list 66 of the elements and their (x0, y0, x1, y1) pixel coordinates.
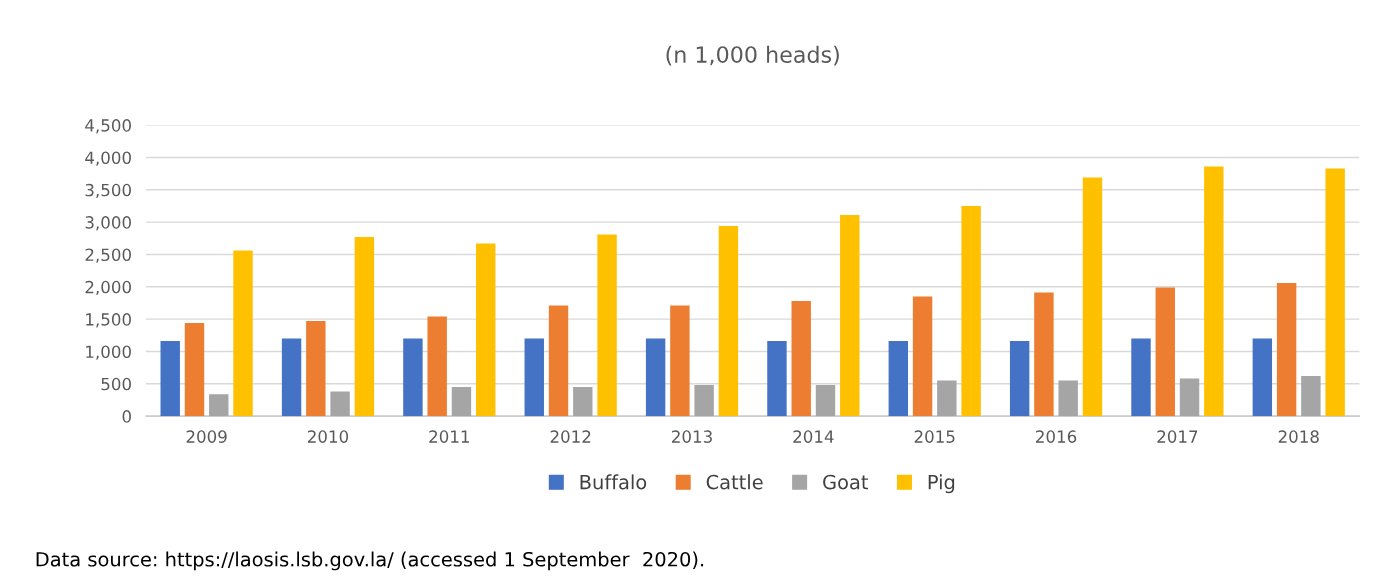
x-tick-label: 2009 (186, 430, 227, 443)
bar (912, 296, 933, 417)
bar (330, 391, 350, 417)
x-tick-label: 2013 (672, 430, 712, 443)
bar (840, 215, 860, 417)
x-tick-label: 2015 (914, 430, 955, 443)
bar (1252, 338, 1273, 417)
bar (1155, 287, 1175, 417)
x-tick-label: 2012 (550, 430, 591, 443)
bar (160, 341, 180, 417)
bar (597, 234, 617, 417)
bar (961, 205, 981, 417)
legend-label: Buffalo (580, 474, 647, 490)
bar (791, 301, 811, 417)
x-tick-label: 2011 (429, 430, 469, 443)
bar (573, 387, 593, 417)
bar (670, 305, 690, 417)
bar (718, 226, 739, 417)
bar (476, 243, 496, 417)
bar (1204, 166, 1224, 417)
bar (888, 341, 909, 417)
y-tick-label: 2,000 (85, 280, 131, 296)
bar (1131, 338, 1151, 417)
legend-label: Pig (928, 474, 955, 494)
y-tick-label: 4,500 (85, 119, 131, 134)
source-note: Data source: https://laosis.lsb.gov.la/ (accessed 1 September 2020). (36, 551, 704, 571)
bar (645, 338, 666, 417)
x-tick-label: 2016 (1036, 430, 1077, 443)
chart-title: (n 1,000 heads) (666, 45, 839, 66)
bar (1325, 168, 1345, 417)
bar (306, 321, 326, 417)
bar (1009, 341, 1030, 417)
y-tick-label: 3,000 (85, 216, 131, 231)
legend-label: Goat (823, 474, 869, 490)
bar (451, 387, 472, 417)
bar (1058, 380, 1078, 417)
bar (209, 394, 229, 417)
bar (548, 305, 569, 417)
x-tick-label: 2017 (1157, 430, 1198, 443)
x-tick-label: 2010 (307, 430, 349, 443)
bar (1276, 282, 1297, 417)
bar (184, 323, 205, 417)
bar (524, 338, 544, 417)
bar (1034, 292, 1054, 417)
bar (403, 338, 423, 417)
y-tick-label: 0 (122, 410, 131, 423)
legend-label: Cattle (706, 474, 763, 490)
y-tick-label: 2,500 (85, 248, 131, 263)
x-tick-label: 2014 (793, 430, 834, 443)
bar (815, 385, 836, 417)
bar (427, 316, 447, 417)
y-tick-label: 1,000 (86, 345, 131, 360)
bar (281, 338, 302, 417)
bar (354, 237, 375, 417)
bar (1301, 376, 1321, 417)
y-tick-label: 500 (101, 377, 131, 391)
bar (937, 380, 957, 417)
bar (1082, 177, 1103, 417)
y-tick-label: 1,500 (86, 313, 131, 328)
y-tick-label: 4,000 (85, 151, 131, 166)
bar (233, 250, 253, 417)
y-tick-label: 3,500 (85, 183, 131, 199)
x-tick-label: 2018 (1278, 430, 1319, 443)
bar (694, 385, 714, 417)
bar (1179, 378, 1200, 417)
bar (767, 341, 787, 417)
